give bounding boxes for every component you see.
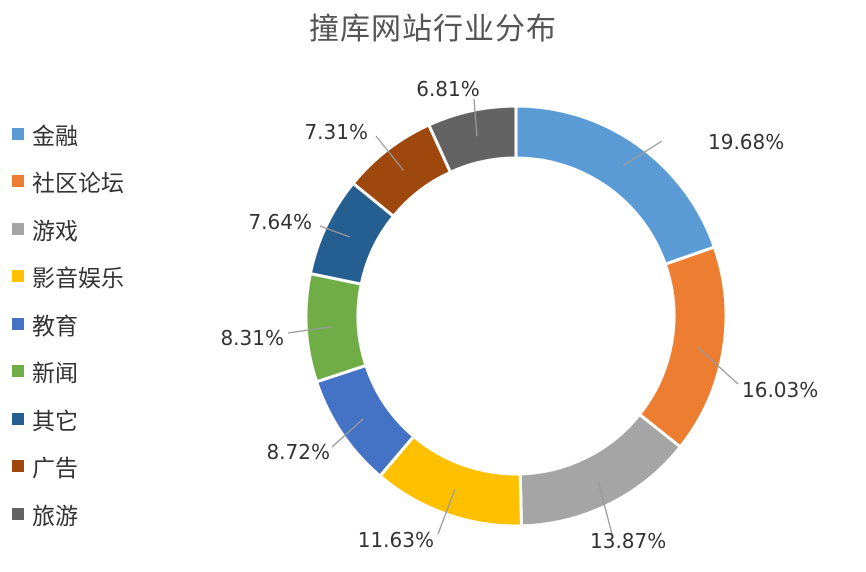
legend-label: 金融 [32,123,78,150]
leader-line [473,98,478,137]
leader-line [437,489,456,535]
chart-title: 撞库网站行业分布 [309,12,557,47]
legend-label: 新闻 [32,361,78,388]
donut-slice [514,104,717,267]
legend-item: 教育 [12,300,192,348]
legend-label: 社区论坛 [32,171,124,198]
data-label: 19.68% [708,130,784,154]
legend-label: 旅游 [32,503,78,530]
leader-line [375,135,405,171]
leader-line [622,140,663,167]
data-label: 7.31% [304,120,368,144]
legend-item: 新闻 [12,348,192,396]
legend-swatch [12,317,24,330]
legend-item: 旅游 [12,490,192,538]
legend-swatch [12,460,24,473]
donut-slice [304,271,368,384]
legend-item: 游戏 [12,205,192,253]
legend-swatch [12,127,24,140]
legend-item: 影音娱乐 [12,253,192,301]
legend-swatch [12,412,24,425]
legend-item: 广告 [12,443,192,491]
legend-swatch [12,270,24,283]
data-label: 16.03% [742,378,818,402]
legend-item: 金融 [12,110,192,158]
leader-line [331,418,364,448]
legend-swatch [12,365,24,378]
leader-line [319,225,351,238]
data-label: 7.64% [248,210,312,234]
legend-label: 教育 [32,313,78,340]
legend-item: 其它 [12,395,192,443]
data-label: 13.87% [590,529,666,553]
data-label: 11.63% [358,528,434,552]
donut-slice [637,245,728,449]
legend: 金融社区论坛游戏影音娱乐教育新闻其它广告旅游 [12,110,192,538]
legend-swatch [12,222,24,235]
legend-label: 广告 [32,456,78,483]
data-label: 6.81% [416,77,480,101]
legend-label: 其它 [32,408,78,435]
leader-line [597,480,613,535]
legend-label: 影音娱乐 [32,266,124,293]
leader-line [287,325,333,334]
leader-line [696,346,739,385]
legend-label: 游戏 [32,218,78,245]
data-label: 8.72% [266,440,330,464]
legend-swatch [12,175,24,188]
data-label: 8.31% [220,326,284,350]
donut-slice [426,104,518,175]
donut-slice [518,412,683,528]
legend-item: 社区论坛 [12,158,192,206]
legend-swatch [12,507,24,520]
